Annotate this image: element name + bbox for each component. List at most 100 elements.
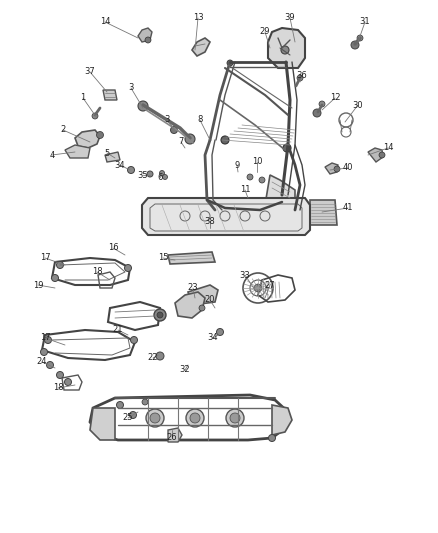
Text: 14: 14	[100, 18, 110, 27]
Circle shape	[57, 262, 64, 269]
Text: 3: 3	[128, 84, 134, 93]
Circle shape	[281, 46, 289, 54]
Text: 17: 17	[40, 254, 50, 262]
Text: 30: 30	[353, 101, 363, 109]
Text: 31: 31	[360, 18, 370, 27]
Circle shape	[150, 413, 160, 423]
Text: 10: 10	[252, 157, 262, 166]
Circle shape	[259, 177, 265, 183]
Text: 34: 34	[208, 334, 218, 343]
Text: 26: 26	[167, 433, 177, 442]
Text: 40: 40	[343, 164, 353, 173]
Text: 18: 18	[92, 268, 102, 277]
Circle shape	[157, 312, 163, 318]
Text: 38: 38	[205, 217, 215, 227]
Polygon shape	[368, 148, 383, 162]
Circle shape	[334, 166, 340, 172]
Circle shape	[297, 75, 303, 81]
Text: 2: 2	[60, 125, 66, 134]
Circle shape	[284, 60, 290, 66]
Polygon shape	[168, 252, 215, 264]
Polygon shape	[142, 198, 310, 235]
Circle shape	[46, 361, 53, 368]
Polygon shape	[90, 408, 115, 440]
Text: 1: 1	[81, 93, 85, 102]
Polygon shape	[265, 175, 295, 210]
Circle shape	[319, 101, 325, 107]
Circle shape	[146, 409, 164, 427]
Text: 13: 13	[193, 13, 203, 22]
Text: 8: 8	[197, 116, 203, 125]
Circle shape	[283, 144, 291, 152]
Text: 17: 17	[40, 334, 50, 343]
Text: 6: 6	[157, 174, 162, 182]
Polygon shape	[206, 200, 218, 215]
Circle shape	[221, 136, 229, 144]
Polygon shape	[175, 292, 205, 318]
Circle shape	[227, 60, 233, 66]
Circle shape	[64, 378, 71, 385]
Circle shape	[357, 35, 363, 41]
Text: 22: 22	[148, 353, 158, 362]
Text: 25: 25	[123, 414, 133, 423]
Circle shape	[40, 349, 47, 356]
Circle shape	[162, 174, 167, 180]
Text: 19: 19	[33, 280, 43, 289]
Circle shape	[92, 113, 98, 119]
Polygon shape	[310, 200, 337, 225]
Circle shape	[379, 152, 385, 158]
Text: 21: 21	[113, 326, 123, 335]
Text: 24: 24	[37, 358, 47, 367]
Text: 3: 3	[164, 116, 170, 125]
Text: 18: 18	[53, 384, 64, 392]
Circle shape	[156, 352, 164, 360]
Circle shape	[254, 284, 262, 292]
Polygon shape	[65, 145, 90, 158]
Circle shape	[127, 166, 134, 174]
Polygon shape	[75, 130, 100, 148]
Text: 37: 37	[85, 68, 95, 77]
Polygon shape	[138, 28, 152, 42]
Polygon shape	[105, 152, 120, 162]
Circle shape	[52, 274, 59, 281]
Circle shape	[185, 134, 195, 144]
Text: 35: 35	[138, 171, 148, 180]
Polygon shape	[272, 405, 292, 435]
Circle shape	[190, 413, 200, 423]
Circle shape	[159, 171, 165, 175]
Text: 36: 36	[297, 70, 307, 79]
Circle shape	[124, 264, 131, 271]
Circle shape	[131, 336, 138, 343]
Text: 20: 20	[205, 295, 215, 304]
Circle shape	[247, 174, 253, 180]
Circle shape	[268, 434, 276, 441]
Circle shape	[313, 109, 321, 117]
Circle shape	[216, 328, 223, 335]
Circle shape	[145, 37, 151, 43]
Circle shape	[138, 101, 148, 111]
Text: 14: 14	[383, 143, 393, 152]
Text: 12: 12	[330, 93, 340, 102]
Polygon shape	[192, 38, 210, 56]
Circle shape	[154, 309, 166, 321]
Text: 11: 11	[240, 185, 250, 195]
Polygon shape	[103, 90, 117, 100]
Circle shape	[57, 372, 64, 378]
Text: 4: 4	[49, 150, 55, 159]
Polygon shape	[268, 28, 305, 68]
Text: 34: 34	[115, 160, 125, 169]
Circle shape	[186, 409, 204, 427]
Text: 9: 9	[234, 160, 240, 169]
Circle shape	[45, 336, 52, 343]
Circle shape	[170, 126, 177, 133]
Circle shape	[230, 413, 240, 423]
Text: 29: 29	[260, 28, 270, 36]
Circle shape	[130, 411, 137, 418]
Text: 5: 5	[104, 149, 110, 157]
Circle shape	[351, 41, 359, 49]
Text: 32: 32	[180, 366, 191, 375]
Circle shape	[199, 305, 205, 311]
Circle shape	[142, 399, 148, 405]
Text: 39: 39	[285, 13, 295, 22]
Text: 7: 7	[178, 138, 184, 147]
